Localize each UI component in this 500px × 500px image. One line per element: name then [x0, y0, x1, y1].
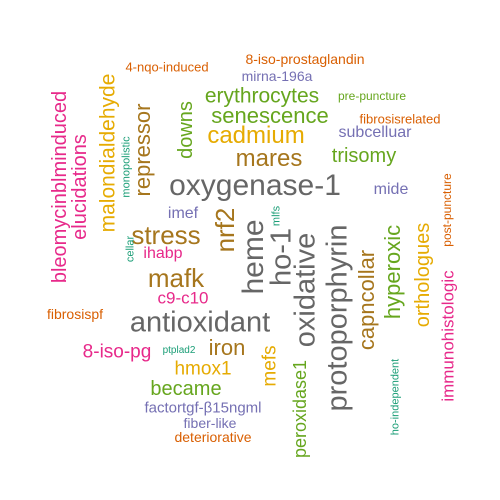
- word: protoporphyrin: [321, 224, 354, 412]
- word: ho-1: [265, 227, 298, 287]
- word: downs: [175, 101, 197, 159]
- word: pre-puncture: [337, 89, 407, 103]
- word: mirna-196a: [241, 68, 313, 84]
- word: trisomy: [331, 145, 397, 167]
- word: ho-independent: [389, 358, 402, 436]
- word: mlfs: [270, 205, 283, 227]
- word: hyperoxic: [380, 224, 405, 320]
- word: mares: [235, 145, 303, 172]
- word: senescence: [211, 103, 329, 128]
- word: bleomycinblminduced: [49, 90, 71, 284]
- word: nrf2: [210, 207, 240, 253]
- word: became: [150, 378, 222, 400]
- word: peroxidase1: [290, 359, 310, 459]
- word: c9-c10: [157, 288, 209, 308]
- word: stress: [131, 220, 201, 250]
- word: cadmium: [207, 122, 305, 149]
- word: 8-iso-prostaglandin: [245, 51, 365, 67]
- word: imef: [167, 205, 199, 222]
- word: fibrosispf: [46, 306, 104, 322]
- word: monopolistic: [120, 136, 133, 198]
- word: oxygenase-1: [169, 169, 341, 202]
- word: elucidations: [69, 134, 91, 240]
- word: fibrosisrelated: [359, 111, 441, 127]
- word: hmox1: [174, 358, 232, 380]
- word: factortgf-β15ngml: [144, 399, 262, 417]
- word: immunohistologic: [438, 270, 458, 402]
- word: cellar: [124, 235, 137, 263]
- word: orthologues: [412, 222, 434, 328]
- word: mafk: [147, 263, 205, 293]
- word: heme: [237, 219, 270, 295]
- word: subcelluar: [338, 124, 412, 141]
- word: ihabp: [143, 245, 183, 262]
- word: post-puncture: [440, 173, 454, 247]
- word: fiber-like: [183, 415, 237, 431]
- word: repressor: [130, 103, 155, 197]
- word: erythrocytes: [204, 84, 320, 108]
- word: iron: [208, 335, 246, 360]
- word: 4-nqo-induced: [125, 59, 209, 75]
- word: ptplad2: [162, 345, 196, 356]
- word: antioxidant: [129, 306, 271, 339]
- word: deteriorative: [174, 429, 252, 445]
- word: 8-iso-pg: [82, 341, 152, 363]
- word: mefs: [259, 345, 281, 387]
- word: capncollar: [354, 249, 379, 351]
- word: mide: [373, 181, 409, 198]
- word: malondialdehyde: [96, 73, 120, 233]
